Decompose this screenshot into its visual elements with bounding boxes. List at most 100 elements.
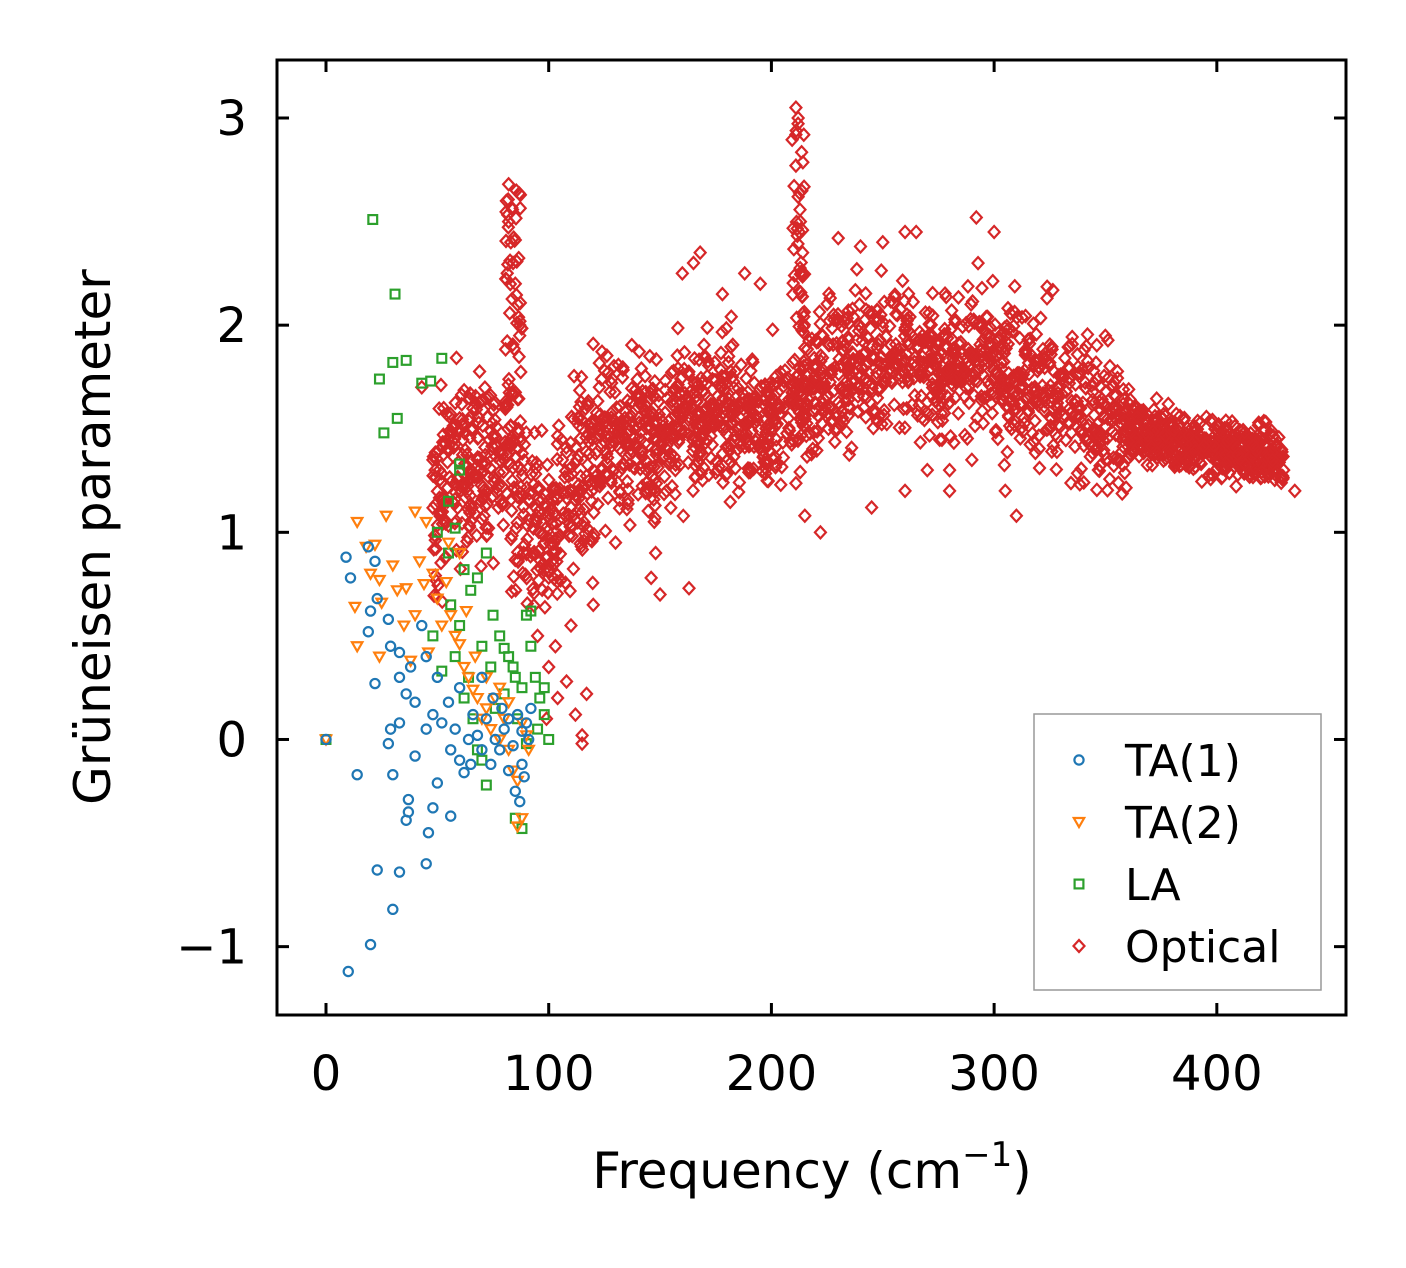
point-optical <box>639 453 654 470</box>
tick-labels: 0 100 200 300 400 −1 0 1 2 3 <box>176 91 1262 1102</box>
point-optical <box>1064 425 1079 441</box>
point-optical <box>763 387 778 403</box>
point-optical <box>718 467 733 483</box>
point-optical <box>686 255 701 271</box>
point-optical <box>498 401 513 417</box>
point-optical <box>425 500 440 516</box>
point-optical <box>619 413 634 430</box>
point-ta1 <box>393 717 406 729</box>
point-ta2 <box>439 576 454 590</box>
point-optical <box>1084 378 1099 394</box>
point-optical <box>824 366 839 382</box>
point-optical <box>839 383 854 399</box>
point-optical <box>940 330 955 346</box>
legend-label-ta2: TA(2) <box>1124 798 1241 849</box>
point-optical <box>859 329 874 345</box>
point-optical <box>838 353 853 369</box>
point-optical <box>1062 400 1077 416</box>
point-optical <box>864 304 879 321</box>
point-optical <box>686 482 701 499</box>
point-optical <box>813 524 828 540</box>
point-optical <box>1080 326 1095 343</box>
point-optical <box>1076 438 1091 454</box>
point-optical <box>1040 279 1055 295</box>
point-optical <box>753 276 768 292</box>
point-optical <box>985 346 1000 362</box>
point-optical <box>520 531 535 547</box>
point-optical <box>599 348 614 364</box>
point-ta1 <box>453 681 466 694</box>
point-la <box>480 779 492 791</box>
point-optical <box>1068 376 1083 392</box>
point-ta1 <box>445 810 457 822</box>
point-optical <box>615 456 630 472</box>
point-optical <box>604 371 619 387</box>
y-tick-label: 3 <box>216 91 247 147</box>
point-ta1 <box>467 708 479 721</box>
point-optical <box>657 449 672 465</box>
point-optical <box>519 480 534 496</box>
point-optical <box>1040 290 1054 306</box>
point-optical <box>969 209 984 226</box>
point-optical <box>1158 428 1173 444</box>
point-optical <box>526 597 541 614</box>
point-optical <box>694 417 709 433</box>
point-optical <box>1251 417 1266 433</box>
point-optical <box>926 356 941 373</box>
point-optical <box>464 513 479 529</box>
point-ta1 <box>462 733 475 746</box>
point-optical <box>844 440 859 456</box>
point-la <box>400 354 412 366</box>
point-optical <box>1238 456 1253 473</box>
point-optical <box>931 396 946 413</box>
point-optical <box>837 314 852 331</box>
point-optical <box>594 371 609 387</box>
point-optical <box>508 582 523 598</box>
point-optical <box>439 480 454 497</box>
point-optical <box>620 492 635 508</box>
point-optical <box>767 388 782 404</box>
point-optical <box>469 401 484 418</box>
point-optical <box>1033 310 1048 326</box>
point-ta1 <box>384 640 397 652</box>
point-optical <box>527 544 542 560</box>
point-optical <box>724 399 739 415</box>
point-optical <box>964 452 979 468</box>
point-ta2 <box>461 672 476 685</box>
point-optical <box>507 479 522 496</box>
point-optical <box>505 337 520 353</box>
point-optical <box>673 371 688 387</box>
point-optical <box>503 432 518 448</box>
point-optical <box>1179 436 1194 453</box>
point-optical <box>721 354 736 371</box>
point-optical <box>620 393 635 409</box>
point-optical <box>601 364 616 381</box>
point-optical <box>855 332 870 349</box>
point-ta1 <box>458 766 470 779</box>
point-optical <box>737 265 752 282</box>
point-optical <box>513 462 528 478</box>
point-optical <box>607 384 622 401</box>
point-optical <box>851 323 866 339</box>
point-optical <box>994 326 1009 343</box>
point-optical <box>944 302 959 319</box>
point-ta2 <box>497 713 512 726</box>
point-optical <box>849 261 864 277</box>
point-optical <box>1091 425 1106 442</box>
point-optical <box>672 457 687 473</box>
point-optical <box>589 405 604 421</box>
point-ta2 <box>510 821 525 834</box>
point-optical <box>900 333 915 349</box>
point-optical <box>907 387 922 404</box>
point-optical <box>895 358 910 374</box>
point-ta1 <box>369 677 381 690</box>
point-optical <box>531 503 546 519</box>
point-optical <box>821 336 836 352</box>
point-optical <box>738 415 753 431</box>
point-optical <box>485 438 500 454</box>
point-optical <box>501 219 516 235</box>
point-la <box>534 692 546 704</box>
point-la <box>387 356 399 368</box>
point-optical <box>1202 467 1217 483</box>
point-optical <box>1000 300 1015 316</box>
